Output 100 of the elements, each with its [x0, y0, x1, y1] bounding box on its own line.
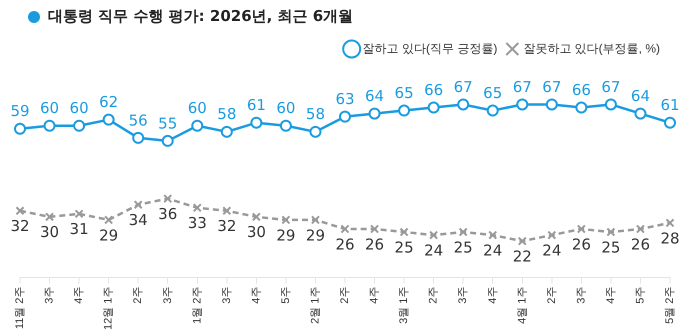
data-label: 62	[99, 93, 118, 112]
point	[192, 203, 202, 212]
point	[74, 209, 84, 218]
data-label: 26	[572, 235, 591, 254]
point	[163, 194, 172, 204]
data-label: 66	[424, 80, 444, 99]
x-tick-label: 2주	[339, 286, 352, 304]
data-label: 22	[512, 248, 532, 266]
point	[132, 132, 144, 144]
point	[546, 98, 558, 110]
data-label: 32	[217, 217, 236, 236]
data-label: 59	[10, 102, 30, 120]
point	[73, 120, 86, 132]
data-label: 25	[601, 238, 620, 256]
point	[488, 230, 498, 240]
point	[547, 230, 556, 240]
point	[576, 224, 586, 234]
chart-title: 대통령 직무 수행 평가: 2026년, 최근 6개월	[48, 7, 354, 26]
data-label: 29	[276, 226, 296, 244]
data-label: 26	[365, 235, 384, 254]
x-tick-label: 3주	[575, 286, 588, 304]
data-label: 66	[572, 80, 591, 99]
data-label: 24	[424, 241, 444, 260]
x-tick-label: 3주	[44, 286, 56, 304]
point	[340, 224, 350, 234]
data-label: 65	[483, 84, 502, 102]
data-label: 61	[660, 96, 680, 114]
data-label: 60	[276, 99, 296, 118]
x-tick-label: 4주	[368, 286, 381, 304]
point	[368, 108, 381, 120]
point	[45, 212, 54, 222]
data-label: 67	[454, 78, 473, 96]
data-label: 60	[40, 99, 60, 118]
point	[606, 228, 616, 237]
x-tick-label: 11월 2주	[14, 286, 26, 330]
data-label: 60	[70, 99, 89, 118]
point	[44, 120, 56, 132]
point	[457, 98, 470, 110]
data-label: 24	[542, 241, 562, 260]
x-tick-label: 5주	[634, 286, 646, 304]
data-label: 32	[10, 217, 30, 236]
x-tick-label: 3주	[457, 286, 470, 304]
data-label: 61	[246, 96, 266, 114]
point	[252, 212, 261, 222]
point	[575, 102, 588, 114]
point	[14, 122, 26, 135]
x-tick-label: 4월 1주	[516, 286, 528, 324]
point	[516, 98, 528, 110]
point	[370, 224, 380, 234]
point	[134, 200, 143, 210]
legend-label: 잘하고 있다(직무 긍정률)	[362, 41, 498, 56]
point	[222, 206, 232, 216]
point	[664, 116, 676, 129]
data-label: 25	[394, 238, 414, 256]
data-label: 58	[306, 105, 325, 124]
x-tick-label: 2주	[132, 286, 144, 304]
data-label: 28	[660, 229, 680, 248]
data-label: 30	[40, 223, 60, 242]
x-tick-label: 12월 1주	[102, 286, 115, 330]
x-tick-label: 4주	[604, 286, 617, 304]
point	[604, 98, 617, 110]
data-label: 60	[188, 99, 207, 118]
x-tick-label: 5월 2주	[664, 286, 676, 324]
data-label: 30	[246, 223, 266, 242]
legend-label: 잘못하고 있다(부정률, %)	[523, 41, 660, 56]
data-label: 55	[158, 114, 178, 132]
point	[191, 120, 204, 132]
data-label: 29	[99, 226, 118, 244]
point	[428, 102, 440, 114]
data-label: 65	[394, 84, 414, 102]
x-tick-label: 2주	[546, 286, 558, 304]
x-tick-label: 3주	[220, 286, 233, 304]
data-label: 64	[365, 86, 384, 105]
x-tick-label: 3주	[162, 286, 174, 304]
x-tick-label: 2월 1주	[309, 286, 322, 324]
point	[250, 116, 262, 129]
point	[339, 110, 351, 123]
data-label: 34	[128, 211, 148, 230]
point	[636, 224, 645, 234]
point	[309, 126, 322, 138]
x-tick-label: 4주	[250, 286, 262, 304]
point	[220, 126, 233, 138]
point	[281, 215, 290, 224]
data-label: 64	[630, 86, 650, 105]
data-label: 58	[217, 105, 236, 124]
data-label: 63	[335, 90, 355, 108]
x-tick-label: 4주	[73, 286, 86, 304]
data-label: 31	[70, 220, 89, 238]
point	[162, 134, 174, 147]
data-label: 67	[512, 78, 532, 96]
point	[398, 104, 410, 117]
data-label: 33	[188, 214, 207, 232]
point	[400, 228, 409, 237]
point	[310, 215, 320, 224]
data-label: 24	[483, 241, 502, 260]
x-tick-label: 5주	[280, 286, 292, 304]
x-tick-label: 3월 1주	[398, 286, 410, 324]
data-label: 36	[158, 205, 178, 224]
point	[15, 206, 25, 216]
data-label: 67	[601, 78, 620, 96]
